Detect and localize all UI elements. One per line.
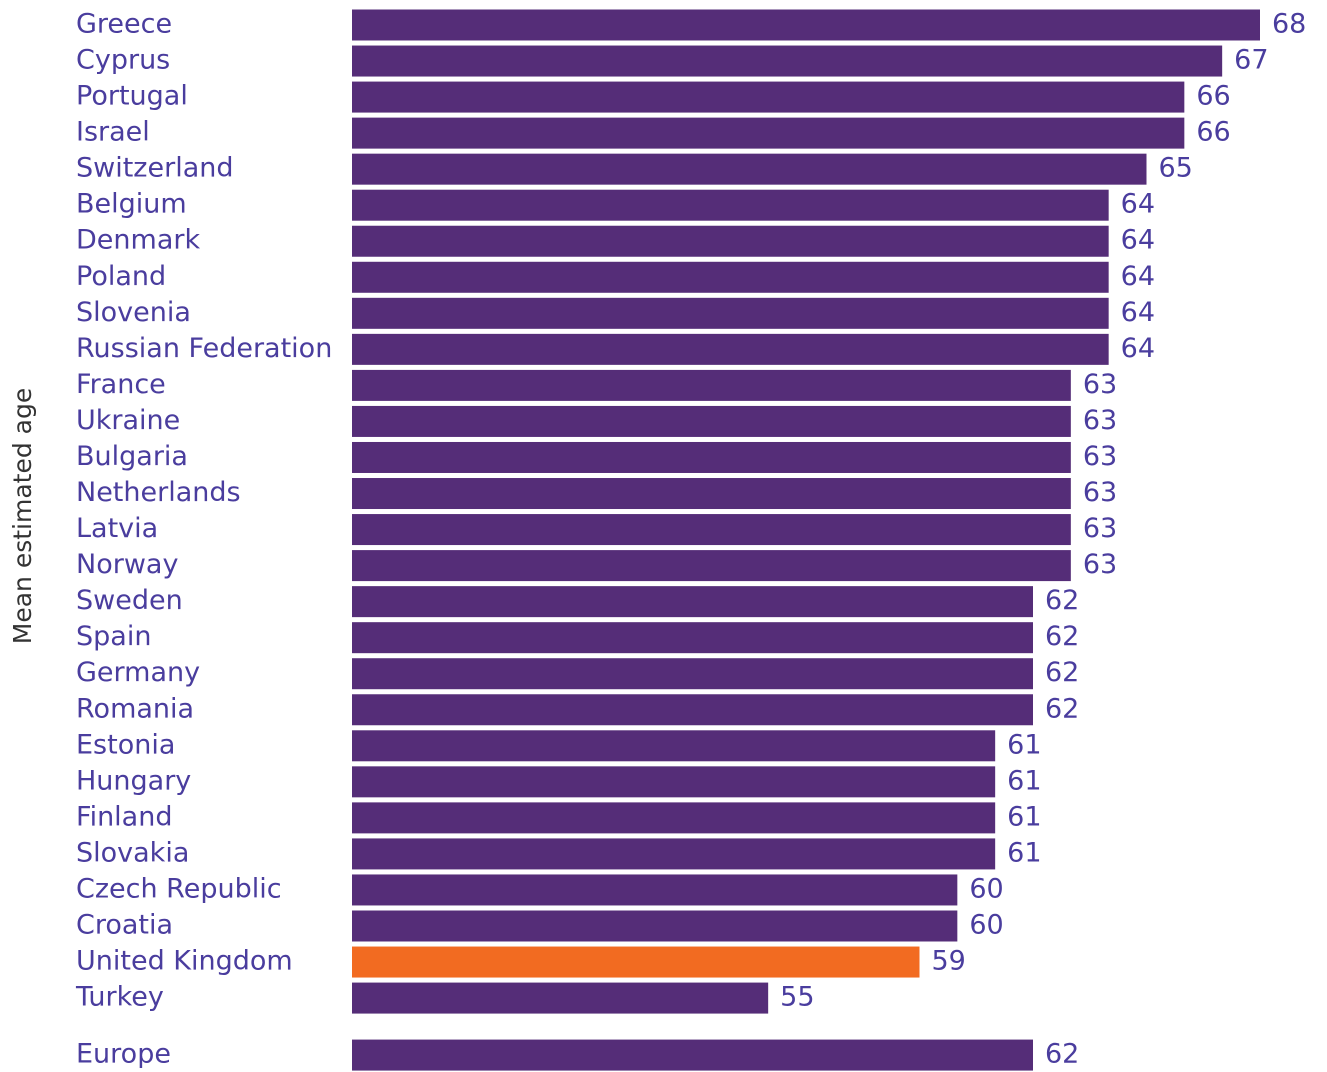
bar (352, 441, 1071, 473)
bar (352, 838, 996, 870)
bar (352, 874, 958, 906)
value-label: 64 (1121, 225, 1155, 256)
bar (352, 333, 1109, 365)
value-label: 62 (1045, 693, 1079, 724)
value-label: 61 (1007, 837, 1041, 868)
category-label: Ukraine (76, 405, 180, 436)
bar (352, 802, 996, 834)
category-label: Greece (76, 9, 172, 40)
category-label: Belgium (76, 189, 187, 220)
category-label: Spain (76, 621, 151, 652)
category-label: France (76, 369, 166, 400)
value-label: 67 (1234, 45, 1268, 76)
value-label: 55 (780, 982, 814, 1013)
value-label: 63 (1083, 369, 1117, 400)
category-label: Europe (76, 1039, 171, 1070)
category-label: Norway (76, 549, 178, 580)
value-label: 63 (1083, 477, 1117, 508)
y-axis-label: Mean estimated age (8, 388, 37, 644)
category-label: Croatia (76, 910, 173, 941)
value-label: 61 (1007, 801, 1041, 832)
value-label: 63 (1083, 405, 1117, 436)
value-label: 61 (1007, 765, 1041, 796)
bar (352, 550, 1071, 582)
category-label: Russian Federation (76, 333, 332, 364)
category-label: United Kingdom (76, 946, 293, 977)
category-label: Portugal (76, 81, 188, 112)
bar (352, 622, 1033, 654)
category-label: Netherlands (76, 477, 241, 508)
value-label: 61 (1007, 729, 1041, 760)
value-label: 63 (1083, 513, 1117, 544)
bar (352, 730, 996, 762)
bar (352, 369, 1071, 401)
category-label: Slovenia (76, 297, 191, 328)
bar (352, 946, 920, 978)
bar (352, 1039, 1033, 1071)
bar (352, 225, 1109, 257)
bar (352, 478, 1071, 510)
bar (352, 982, 769, 1014)
bar (352, 9, 1260, 41)
value-label: 59 (932, 946, 966, 977)
value-label: 68 (1272, 9, 1306, 40)
value-label: 62 (1045, 621, 1079, 652)
category-label: Slovakia (76, 837, 189, 868)
value-label: 60 (969, 873, 1003, 904)
category-label: Romania (76, 693, 194, 724)
bar (352, 658, 1033, 690)
bar (352, 910, 958, 942)
value-label: 62 (1045, 585, 1079, 616)
category-label: Finland (76, 801, 172, 832)
category-label: Estonia (76, 729, 175, 760)
value-label: 63 (1083, 441, 1117, 472)
bar (352, 694, 1033, 726)
value-label: 64 (1121, 261, 1155, 292)
category-label: Cyprus (76, 45, 170, 76)
value-label: 64 (1121, 189, 1155, 220)
category-label: Poland (76, 261, 166, 292)
value-label: 65 (1159, 153, 1193, 184)
bar (352, 405, 1071, 437)
category-label: Switzerland (76, 153, 234, 184)
bar (352, 81, 1185, 113)
bar (352, 297, 1109, 329)
category-label: Latvia (76, 513, 158, 544)
value-label: 64 (1121, 333, 1155, 364)
value-label: 63 (1083, 549, 1117, 580)
value-label: 66 (1196, 81, 1230, 112)
bar (352, 153, 1147, 185)
bar (352, 586, 1033, 618)
bar (352, 117, 1185, 149)
category-label: Bulgaria (76, 441, 188, 472)
bar (352, 514, 1071, 546)
category-label: Denmark (76, 225, 200, 256)
category-label: Sweden (76, 585, 183, 616)
value-label: 62 (1045, 657, 1079, 688)
category-label: Hungary (76, 765, 191, 796)
value-label: 66 (1196, 117, 1230, 148)
category-label: Germany (76, 657, 200, 688)
bar (352, 45, 1223, 77)
value-label: 64 (1121, 297, 1155, 328)
category-label: Israel (76, 117, 150, 148)
bar (352, 261, 1109, 293)
category-label: Turkey (75, 982, 164, 1013)
bar (352, 766, 996, 798)
bar (352, 189, 1109, 221)
value-label: 62 (1045, 1039, 1079, 1070)
value-label: 60 (969, 910, 1003, 941)
category-label: Czech Republic (76, 873, 282, 904)
